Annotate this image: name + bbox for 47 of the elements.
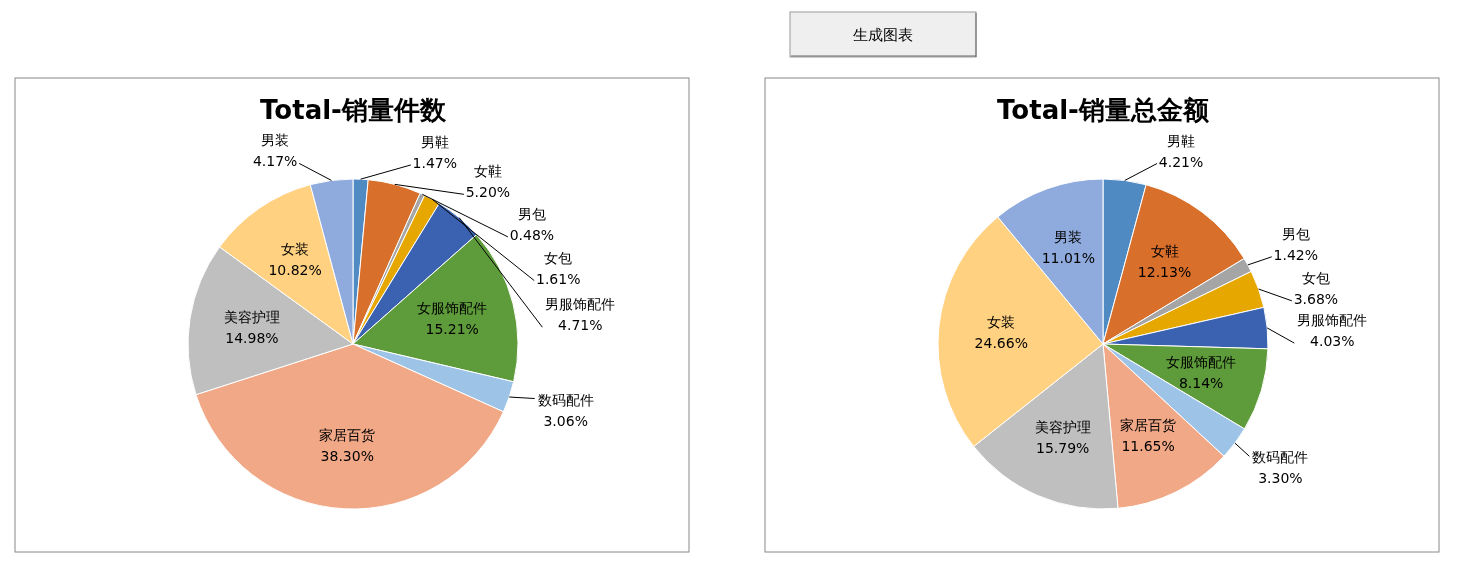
data-label: 38.30% xyxy=(320,448,375,465)
slice-label: 女装 xyxy=(281,240,310,257)
data-label: 4.71% xyxy=(558,317,603,334)
slice-label: 家居百货 xyxy=(319,427,376,444)
slice-label: 男包 xyxy=(517,205,546,222)
slice-label: 男装 xyxy=(1054,228,1083,245)
slice-label: 男服饰配件 xyxy=(545,296,616,313)
slice-label: 数码配件 xyxy=(1252,449,1309,466)
data-label: 14.98% xyxy=(225,329,279,346)
data-label: 11.65% xyxy=(1121,437,1175,454)
data-label: 15.79% xyxy=(1036,440,1090,457)
data-label: 4.17% xyxy=(252,153,298,170)
data-label: 8.14% xyxy=(1178,374,1224,391)
data-label: 4.21% xyxy=(1158,153,1204,170)
slice-label: 男装 xyxy=(261,132,290,149)
slice-label: 女包 xyxy=(544,249,573,266)
text: 生成图表 xyxy=(853,25,913,44)
chart-title: Total-销量件数 xyxy=(260,94,447,125)
slice-label: 女服饰配件 xyxy=(417,300,488,317)
data-label: 10.82% xyxy=(268,261,322,278)
data-label: 0.48% xyxy=(509,226,555,243)
data-label: 11.01% xyxy=(1041,249,1096,266)
data-label: 1.42% xyxy=(1273,246,1319,263)
slice-label: 男包 xyxy=(1281,225,1310,242)
slice-label: 数码配件 xyxy=(537,391,594,408)
data-label: 3.68% xyxy=(1293,290,1339,307)
data-label: 4.03% xyxy=(1310,333,1355,350)
slice-label: 家居百货 xyxy=(1120,416,1177,433)
slice-label: 女包 xyxy=(1301,269,1330,286)
slice-label: 女服饰配件 xyxy=(1166,353,1237,370)
slice-label: 男鞋 xyxy=(420,133,449,150)
chart-title: Total-销量总金额 xyxy=(997,94,1210,125)
slice-label: 女鞋 xyxy=(1150,243,1179,260)
slice-label: 女装 xyxy=(987,314,1016,331)
slice-label: 女鞋 xyxy=(473,163,502,180)
data-label: 24.66% xyxy=(974,335,1028,352)
data-label: 5.20% xyxy=(465,184,511,201)
data-label: 3.30% xyxy=(1258,470,1303,487)
data-label: 1.47% xyxy=(412,154,458,171)
slice-label: 男服饰配件 xyxy=(1297,312,1368,329)
slice-label: 美容护理 xyxy=(1034,419,1091,436)
slice-label: 男鞋 xyxy=(1167,132,1196,149)
data-label: 1.61% xyxy=(536,270,581,287)
slice-label: 美容护理 xyxy=(223,308,280,325)
data-label: 3.06% xyxy=(543,412,588,429)
data-label: 15.21% xyxy=(425,321,479,338)
data-label: 12.13% xyxy=(1137,264,1192,281)
